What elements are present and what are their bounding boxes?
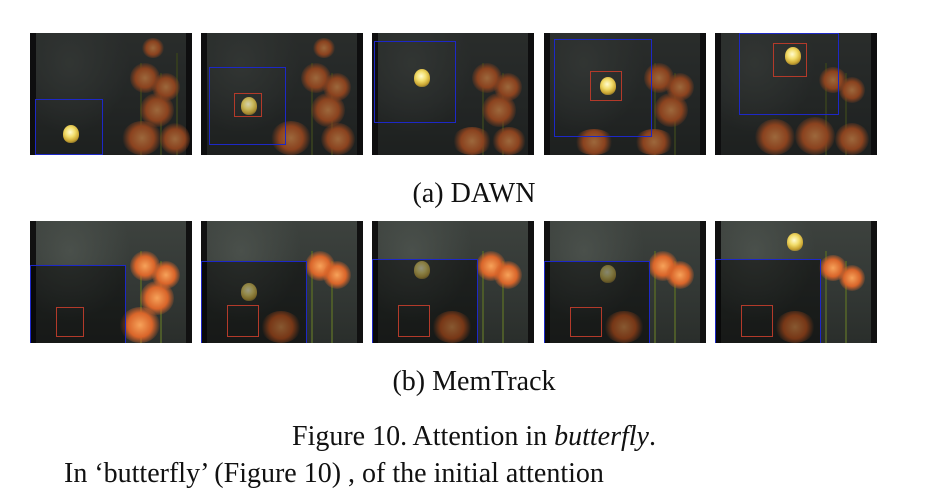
memtrack-frame-row (0, 221, 948, 343)
figure-caption-label: Figure 10. Attention in (292, 421, 555, 452)
memtrack-frame-3 (372, 221, 534, 343)
figure-caption-subject: butterfly (554, 421, 649, 452)
figure-caption: Figure 10. Attention in butterfly. (0, 421, 948, 453)
dawn-frame-5 (715, 33, 877, 155)
dawn-frame-3 (372, 33, 534, 155)
dawn-frame-4 (544, 33, 706, 155)
dawn-frame-row (0, 33, 948, 155)
dawn-frame-2 (201, 33, 363, 155)
caption-memtrack: (b) MemTrack (392, 366, 556, 397)
body-text-fragment: In ‘butterfly’ (Figure 10) , of the init… (64, 458, 604, 489)
caption-dawn: (a) DAWN (412, 178, 536, 209)
memtrack-frame-5 (715, 221, 877, 343)
memtrack-frame-2 (201, 221, 363, 343)
memtrack-frame-4 (544, 221, 706, 343)
memtrack-frame-1 (30, 221, 192, 343)
dawn-frame-1 (30, 33, 192, 155)
attention-box (35, 99, 103, 155)
figure-caption-end: . (648, 421, 656, 452)
butterfly-target (63, 125, 79, 143)
